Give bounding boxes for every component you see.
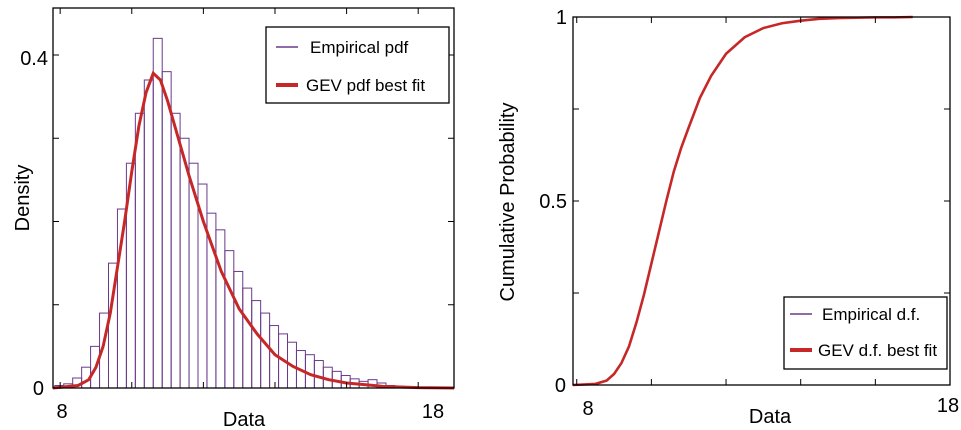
pdf-ytick-label: 0.4: [20, 48, 48, 70]
pdf-tick-marks: [53, 8, 454, 389]
pdf-legend: Empirical pdf GEV pdf best fit: [265, 26, 450, 104]
histogram-bar: [152, 37, 163, 389]
cdf-legend: Empirical d.f. GEV d.f. best fit: [783, 296, 948, 370]
histogram-bar: [224, 250, 235, 389]
histogram-bar: [161, 71, 172, 389]
cdf-y-axis-label: Cumulative Probability: [497, 103, 519, 302]
cdf-ytick-label: 0.5: [539, 191, 567, 213]
pdf-y-axis-label: Density: [12, 165, 34, 232]
cdf-legend-box: [783, 296, 948, 370]
histogram-bar: [313, 360, 324, 389]
histogram-bar: [134, 112, 145, 389]
legend-label-empirical-df: Empirical d.f.: [822, 305, 920, 324]
cdf-x-axis-label: Data: [749, 406, 792, 428]
cdf-xtick-label: 8: [582, 398, 593, 420]
pdf-plot-frame: [52, 7, 455, 389]
gev-cdf-line: [572, 15, 913, 387]
histogram-bar: [251, 300, 262, 389]
histogram-bar: [242, 287, 253, 389]
pdf-xtick-label: 8: [56, 401, 67, 423]
pdf-chart: 8 18 0 0.4 Data Density Empirical pdf GE…: [12, 7, 455, 430]
pdf-xtick-label: 18: [422, 401, 444, 423]
pdf-x-axis-label: Data: [223, 409, 266, 430]
histogram-bar: [170, 112, 181, 389]
cdf-ytick-label: 1: [556, 7, 567, 29]
histogram-bar: [233, 270, 244, 389]
pdf-legend-box: [265, 26, 450, 104]
cdf-ytick-label: 0: [555, 375, 566, 397]
legend-label-gev-pdf: GEV pdf best fit: [306, 76, 425, 95]
histogram-bar: [143, 79, 154, 389]
histogram-bar: [260, 312, 271, 389]
legend-label-gev-df: GEV d.f. best fit: [818, 341, 937, 360]
gev-pdf-curve: [52, 70, 455, 390]
cdf-tick-marks: [573, 16, 951, 386]
pdf-ytick-label: 0: [33, 378, 44, 400]
cdf-chart: 8 18 0 0.5 1 Data Cumulative Probability…: [497, 7, 959, 428]
cdf-xtick-label: 18: [937, 395, 959, 417]
histogram-bar: [215, 229, 226, 389]
legend-label-empirical-pdf: Empirical pdf: [310, 38, 409, 57]
